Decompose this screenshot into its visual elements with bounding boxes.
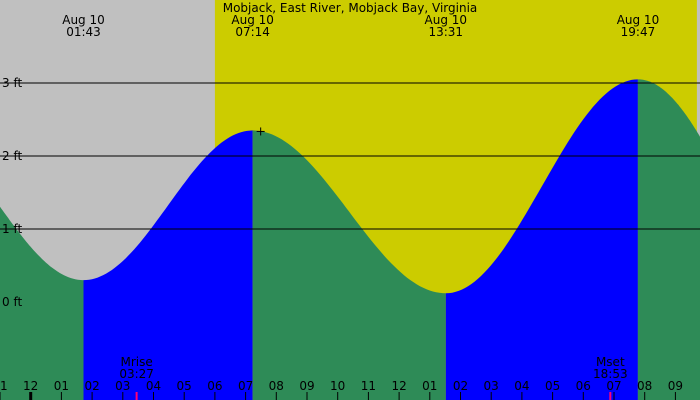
x-tick-label: 07	[238, 379, 253, 393]
chart-title: Mobjack, East River, Mobjack Bay, Virgin…	[223, 1, 478, 15]
x-tick-label: 04	[146, 379, 161, 393]
tide-area	[0, 79, 700, 400]
x-tick-label: 12	[23, 379, 38, 393]
y-tick-label: 1 ft	[2, 222, 22, 236]
extreme-date-label: Aug 10	[425, 13, 468, 27]
x-tick-label: 08	[269, 379, 284, 393]
x-tick-label: 01	[54, 379, 69, 393]
falling-tide-segment	[637, 79, 700, 400]
moon-event-name: Mset	[596, 355, 625, 369]
extreme-date-label: Aug 10	[62, 13, 105, 27]
x-tick-label: 01	[422, 379, 437, 393]
y-axis-labels: 0 ft 1 ft 2 ft 3 ft	[2, 76, 22, 309]
rising-tide-segment	[83, 130, 253, 400]
extreme-date-label: Aug 10	[617, 13, 660, 27]
falling-tide-segment	[0, 206, 84, 400]
moon-event-name: Mrise	[120, 355, 152, 369]
x-tick-label: 10	[330, 379, 345, 393]
x-tick-label: 09	[299, 379, 314, 393]
x-tick-label: 12	[391, 379, 406, 393]
extreme-time-label: 19:47	[621, 25, 656, 39]
x-tick-label: 06	[576, 379, 591, 393]
y-tick-label: 2 ft	[2, 149, 22, 163]
x-tick-label: 06	[207, 379, 222, 393]
rising-tide-segment	[445, 79, 638, 400]
y-tick-label: 3 ft	[2, 76, 22, 90]
x-tick-label: 08	[637, 379, 652, 393]
x-tick-label: 11	[361, 379, 376, 393]
x-tick-label: 03	[115, 379, 130, 393]
extreme-time-label: 01:43	[66, 25, 101, 39]
falling-tide-segment	[252, 130, 446, 400]
x-tick-label: 03	[484, 379, 499, 393]
extreme-marker	[256, 127, 265, 136]
x-tick-label: 05	[545, 379, 560, 393]
extreme-date-label: Aug 10	[231, 13, 274, 27]
extreme-time-label: 07:14	[235, 25, 270, 39]
y-gridlines	[0, 82, 700, 230]
moon-event-time: 03:27	[119, 367, 154, 381]
x-tick-label: 07	[606, 379, 621, 393]
y-tick-label: 0 ft	[2, 295, 22, 309]
x-tick-label: 02	[453, 379, 468, 393]
x-tick-label: 09	[668, 379, 683, 393]
x-tick-label: 05	[177, 379, 192, 393]
extreme-time-label: 13:31	[428, 25, 463, 39]
x-tick-label: 04	[514, 379, 529, 393]
x-axis: 11 12 01 02 03 04 05 06 07 08 09 10 11 12 01 02 03 04 05 06…	[0, 379, 683, 400]
x-tick-label: 11	[0, 379, 8, 393]
x-tick-label: 02	[84, 379, 99, 393]
moon-event-time: 18:53	[593, 367, 628, 381]
